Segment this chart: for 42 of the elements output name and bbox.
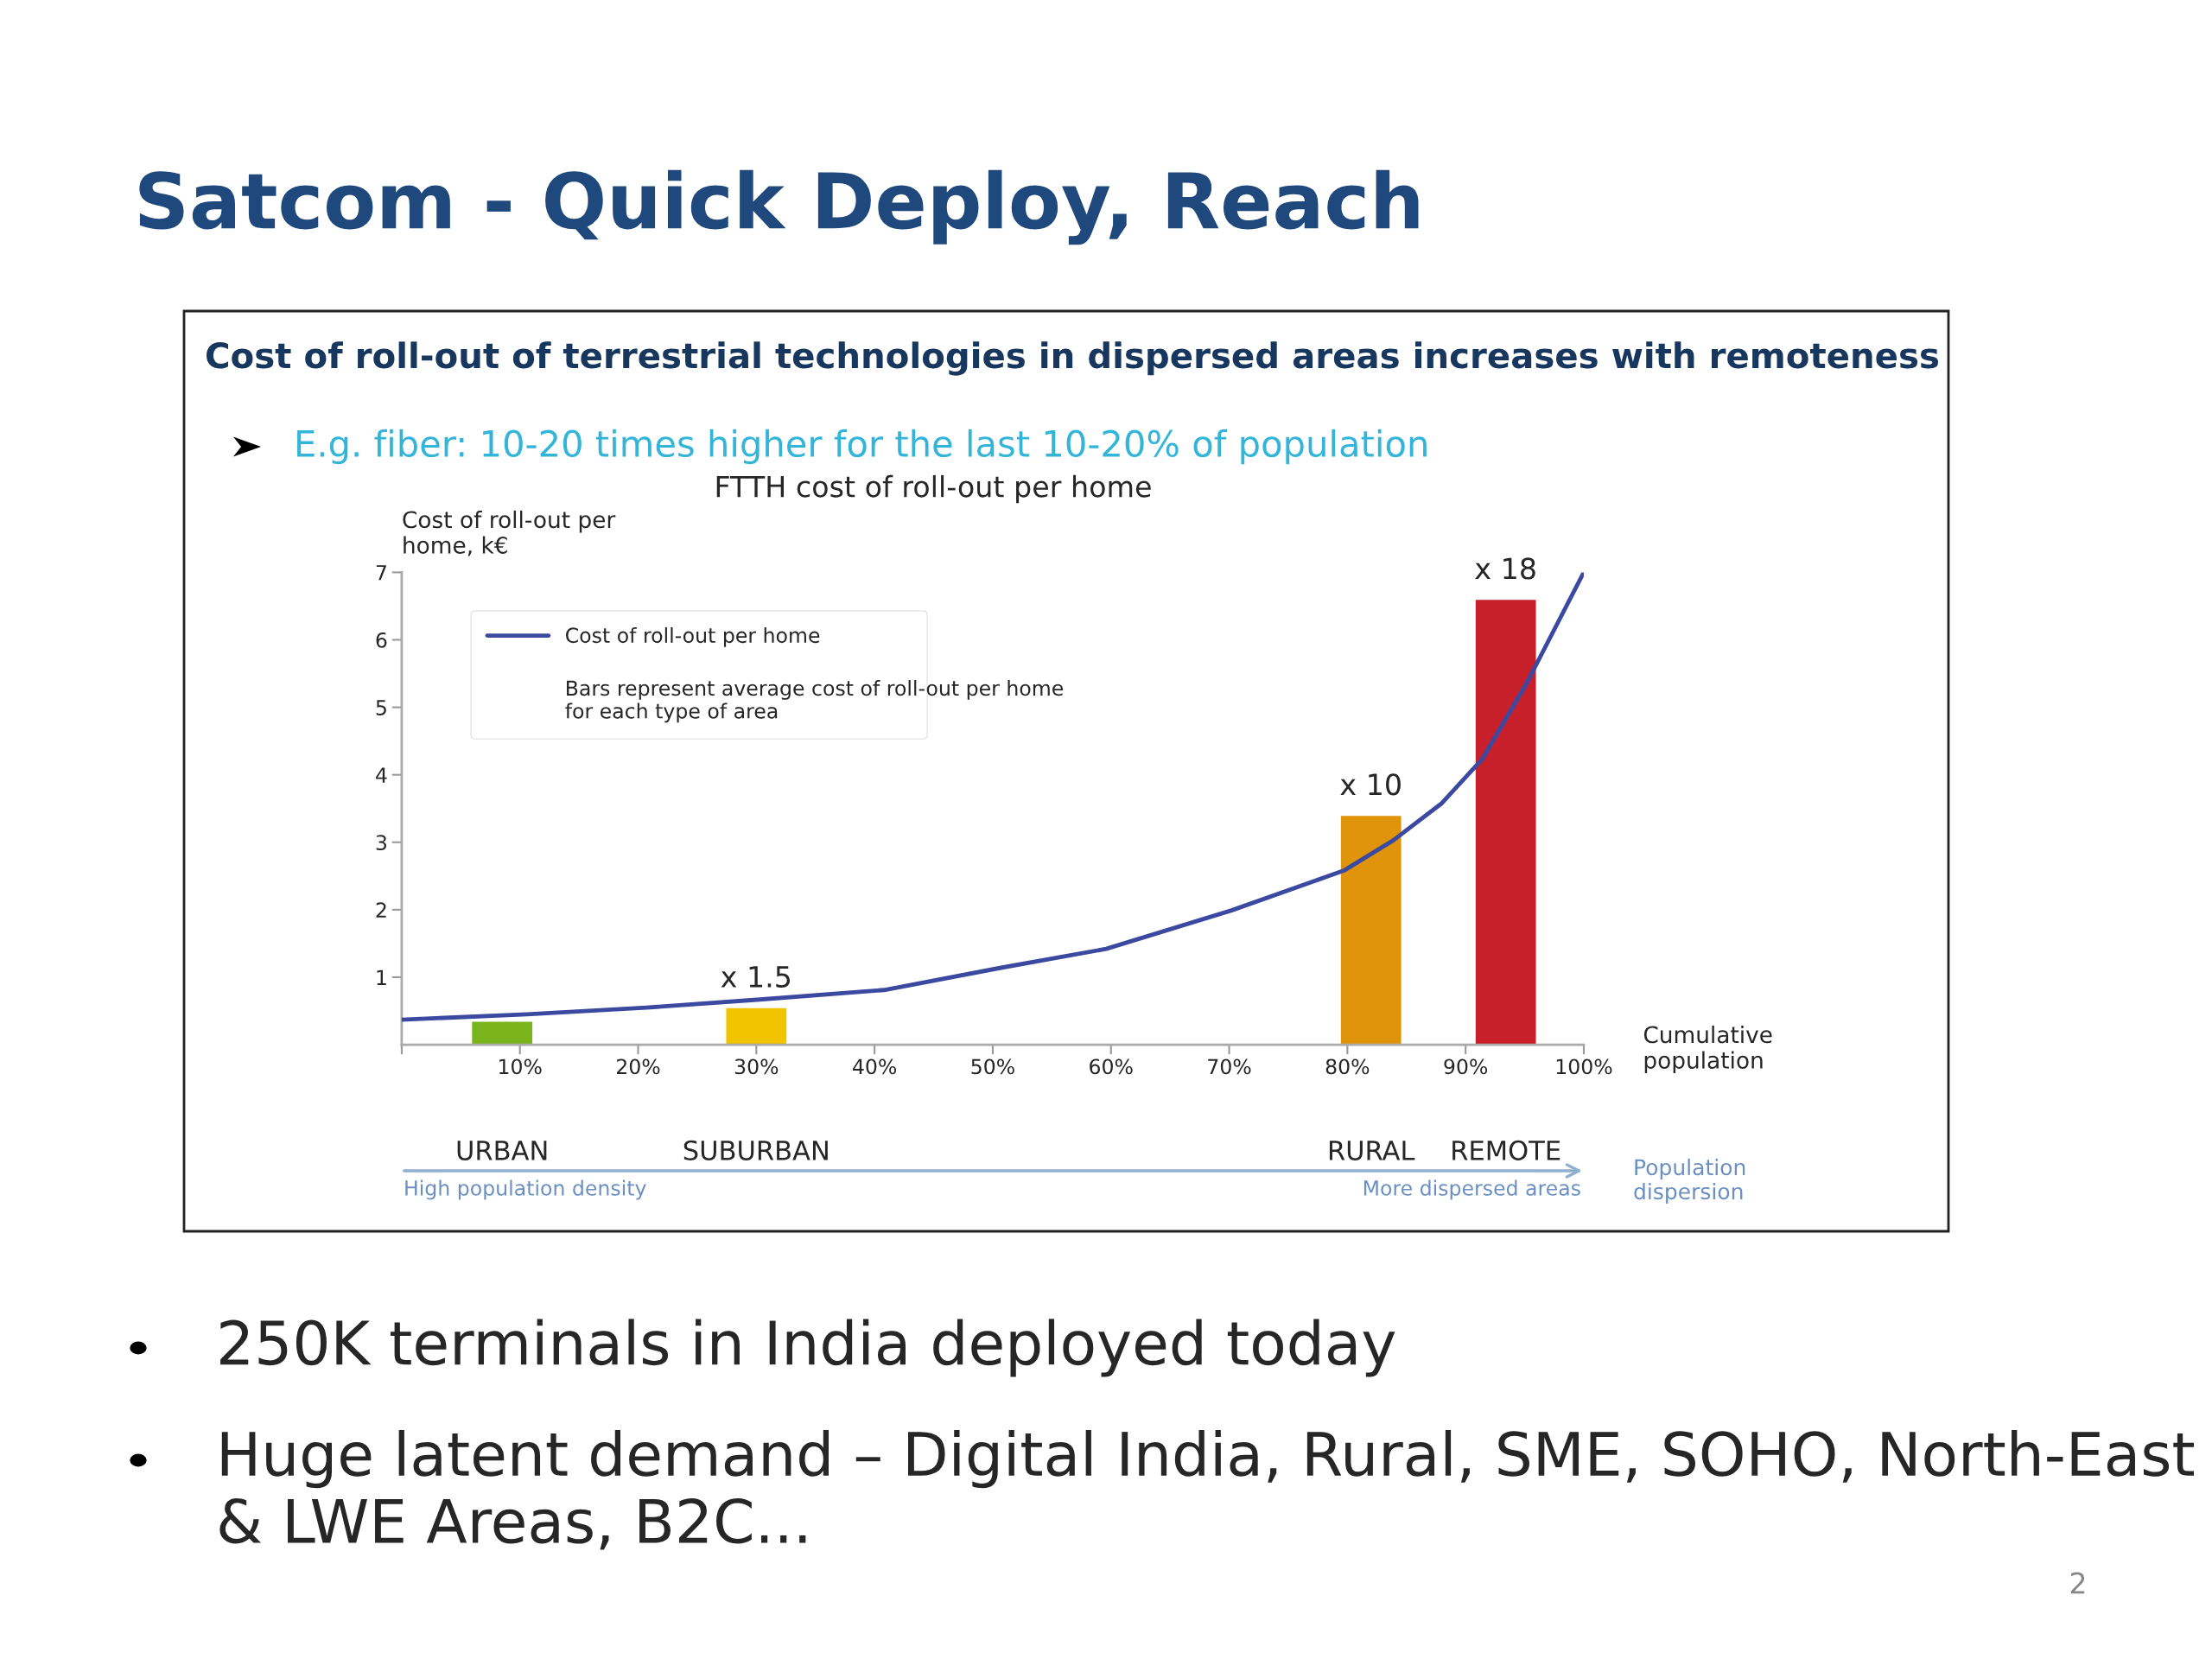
data-label: x 18 xyxy=(1475,557,1535,580)
bar xyxy=(1339,814,1402,1046)
chart-subtitle: Cost of roll-out of terrestrial technologies in dispersed areas increases with remoteness xyxy=(207,341,1939,376)
text: SUBURBAN xyxy=(683,1140,828,1160)
text: URBAN xyxy=(457,1141,547,1160)
text: RURAL xyxy=(1329,1141,1415,1160)
text: 2 xyxy=(2070,1572,2085,1594)
y-tick-label: 1 xyxy=(377,969,386,985)
text: Huge latent demand – Digital India, Rural, SME, SOHO, North-East & LWE Areas, B2C... xyxy=(219,1430,2195,1550)
text: High population density xyxy=(405,1179,646,1200)
text: 250K terminals in India deployed today xyxy=(220,1319,1395,1377)
x-tick-label: 90% xyxy=(1444,1058,1488,1075)
y-tick-label: 2 xyxy=(376,902,386,918)
y-tick-label: 7 xyxy=(376,565,386,581)
text: FTTH cost of roll-out per home xyxy=(716,474,1151,504)
x-tick-label: 20% xyxy=(617,1058,660,1075)
x-tick-label: 80% xyxy=(1325,1058,1370,1075)
y-tick-label: 6 xyxy=(376,632,387,648)
x-tick-label: 60% xyxy=(1090,1058,1133,1075)
y-tick-label: 5 xyxy=(376,700,386,715)
x-tick-label: 30% xyxy=(734,1058,779,1075)
x-tick-label: 10% xyxy=(499,1058,542,1075)
legend-label: Cost of roll-out per home xyxy=(566,626,820,647)
x-tick-label: 40% xyxy=(853,1058,897,1075)
data-label: x 1.5 xyxy=(721,966,791,988)
annotation: Bars represent average cost of roll-out per home for each type of area xyxy=(565,679,1064,723)
bar xyxy=(470,1020,534,1046)
chart-title: Satcom - Quick Deploy, Reach xyxy=(139,169,1419,245)
bar xyxy=(1474,598,1537,1046)
text: E.g. fiber: 10-20 times higher for the last 10-20% of population xyxy=(297,429,1427,465)
y-axis-title: Cost of roll-out per home, k€ xyxy=(403,510,616,556)
x-tick-label: 100% xyxy=(1556,1058,1612,1075)
bar xyxy=(725,1007,788,1046)
y-tick-label: 4 xyxy=(376,767,387,783)
x-tick-label: 50% xyxy=(971,1058,1014,1075)
data-label: x 10 xyxy=(1340,773,1401,796)
text: REMOTE xyxy=(1452,1140,1560,1160)
y-tick-label: 3 xyxy=(376,835,387,851)
text: More dispersed areas xyxy=(1363,1179,1580,1200)
x-axis-title: Cumulative population xyxy=(1643,1025,1772,1074)
text: Population dispersion xyxy=(1634,1158,1745,1205)
x-tick-label: 70% xyxy=(1208,1058,1251,1075)
